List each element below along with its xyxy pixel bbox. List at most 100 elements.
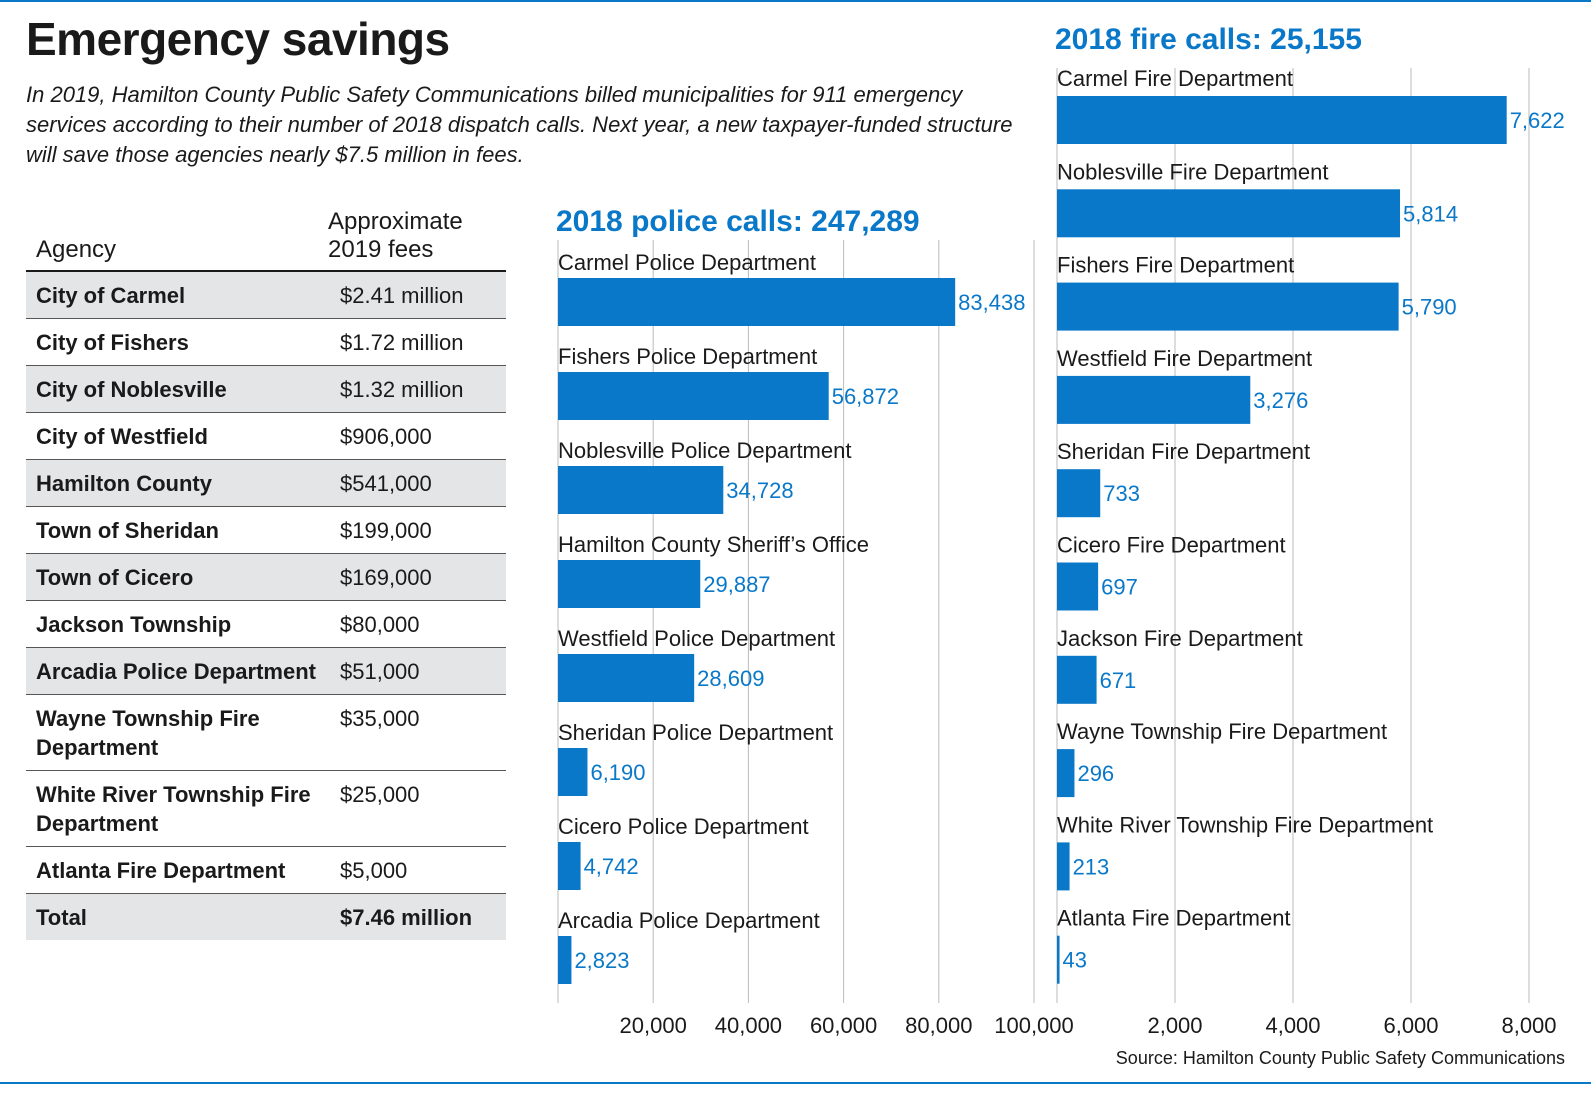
police-chart-title: 2018 police calls: 247,289: [556, 205, 920, 238]
agency-name: White River Township Fire Department: [26, 770, 328, 847]
fire-bar: [1057, 189, 1401, 238]
police-bar: [558, 842, 581, 890]
agency-name: Hamilton County: [26, 459, 328, 507]
police-tick-label: 100,000: [994, 1013, 1074, 1038]
agency-fee: $35,000: [328, 694, 506, 771]
agency-name: City of Fishers: [26, 318, 328, 366]
agency-fee: $169,000: [328, 553, 506, 601]
police-bar: [558, 466, 724, 514]
intro-text: In 2019, Hamilton County Public Safety C…: [26, 82, 1013, 167]
police-category-label: Westfield Police Department: [558, 626, 835, 651]
police-tick-label: 80,000: [905, 1013, 972, 1038]
fire-bar: [1057, 749, 1075, 798]
table-row: Town of Cicero $169,000: [26, 553, 506, 601]
agency-name: City of Westfield: [26, 412, 328, 460]
fire-value-label: 296: [1077, 761, 1114, 786]
police-value-label: 6,190: [590, 760, 645, 785]
police-tick-label: 40,000: [715, 1013, 782, 1038]
agency-fee: $906,000: [328, 412, 506, 460]
top-rule: [0, 0, 1591, 2]
total-row: Total $7.46 million: [26, 893, 506, 940]
fire-tick-label: 2,000: [1147, 1013, 1202, 1038]
agency-fee: $5,000: [328, 846, 506, 894]
fire-category-label: Wayne Township Fire Department: [1057, 719, 1387, 744]
table-row: City of Fishers $1.72 million: [26, 318, 506, 366]
agency-name: Town of Sheridan: [26, 506, 328, 554]
police-category-label: Hamilton County Sheriff’s Office: [558, 532, 869, 557]
table-row: Arcadia Police Department $51,000: [26, 647, 506, 695]
agency-column-header: Agency: [26, 208, 328, 272]
police-bar: [558, 654, 695, 702]
fire-value-label: 697: [1101, 575, 1138, 600]
fire-value-label: 3,276: [1253, 388, 1308, 413]
agency-fee: $2.41 million: [328, 271, 506, 319]
fire-bar: [1057, 96, 1507, 144]
table-row: City of Noblesville $1.32 million: [26, 365, 506, 413]
police-category-label: Sheridan Police Department: [558, 720, 833, 745]
source-note: Source: Hamilton County Public Safety Co…: [1115, 1048, 1565, 1068]
agency-fee: $541,000: [328, 459, 506, 507]
agency-fee: $25,000: [328, 770, 506, 847]
fire-chart-title: 2018 fire calls: 25,155: [1055, 23, 1362, 56]
fire-value-label: 733: [1103, 481, 1140, 506]
police-tick-label: 60,000: [810, 1013, 877, 1038]
police-value-label: 34,728: [726, 478, 793, 503]
fire-category-label: Fishers Fire Department: [1057, 253, 1294, 278]
agency-name: Wayne Township Fire Department: [26, 694, 328, 771]
fire-value-label: 5,814: [1403, 201, 1458, 226]
police-category-label: Cicero Police Department: [558, 814, 809, 839]
total-label: Total: [26, 893, 328, 940]
police-category-label: Carmel Police Department: [558, 250, 816, 275]
table-row: Jackson Township $80,000: [26, 600, 506, 648]
agency-name: City of Carmel: [26, 271, 328, 319]
fire-bar: [1057, 655, 1097, 704]
table-row: Town of Sheridan $199,000: [26, 506, 506, 554]
fire-bar: [1057, 842, 1070, 891]
police-tick-label: 20,000: [620, 1013, 687, 1038]
agency-fee: $51,000: [328, 647, 506, 695]
fire-category-label: Carmel Fire Department: [1057, 66, 1293, 91]
fire-value-label: 5,790: [1402, 295, 1457, 320]
fire-value-label: 671: [1100, 668, 1137, 693]
police-value-label: 4,742: [584, 854, 639, 879]
fire-category-label: Atlanta Fire Department: [1057, 906, 1291, 931]
police-bar: [558, 560, 701, 608]
fire-category-label: Sheridan Fire Department: [1057, 439, 1310, 464]
agency-name: Jackson Township: [26, 600, 328, 648]
bottom-rule: [0, 1082, 1591, 1084]
agency-fee: $1.32 million: [328, 365, 506, 413]
police-value-label: 56,872: [832, 384, 899, 409]
police-value-label: 2,823: [574, 948, 629, 973]
fire-bar: [1057, 469, 1101, 518]
agency-fee: $199,000: [328, 506, 506, 554]
agency-fee: $80,000: [328, 600, 506, 648]
table-row: City of Westfield $906,000: [26, 412, 506, 460]
fire-category-label: Noblesville Fire Department: [1057, 159, 1328, 184]
table-row: Hamilton County $541,000: [26, 459, 506, 507]
table-row: Atlanta Fire Department $5,000: [26, 846, 506, 894]
total-fee: $7.46 million: [328, 893, 506, 940]
police-category-label: Fishers Police Department: [558, 344, 817, 369]
page-title: Emergency savings: [26, 13, 450, 65]
fire-bar: [1057, 282, 1399, 331]
police-bar: [558, 936, 572, 984]
agency-fee: $1.72 million: [328, 318, 506, 366]
fire-bar: [1057, 935, 1060, 984]
fire-value-label: 213: [1073, 854, 1110, 879]
agency-name: Town of Cicero: [26, 553, 328, 601]
police-bar: [558, 372, 829, 420]
agency-name: Atlanta Fire Department: [26, 846, 328, 894]
table-row: City of Carmel $2.41 million: [26, 271, 506, 319]
agency-name: City of Noblesville: [26, 365, 328, 413]
fire-category-label: Jackson Fire Department: [1057, 626, 1303, 651]
police-value-label: 29,887: [703, 572, 770, 597]
police-category-label: Arcadia Police Department: [558, 908, 820, 933]
table-row: Wayne Township Fire Department $35,000: [26, 694, 506, 771]
fire-tick-label: 6,000: [1383, 1013, 1438, 1038]
fire-tick-label: 4,000: [1265, 1013, 1320, 1038]
fire-value-label: 7,622: [1510, 108, 1565, 133]
police-value-label: 28,609: [697, 666, 764, 691]
fire-bar: [1057, 375, 1251, 424]
fire-category-label: White River Township Fire Department: [1057, 812, 1433, 837]
